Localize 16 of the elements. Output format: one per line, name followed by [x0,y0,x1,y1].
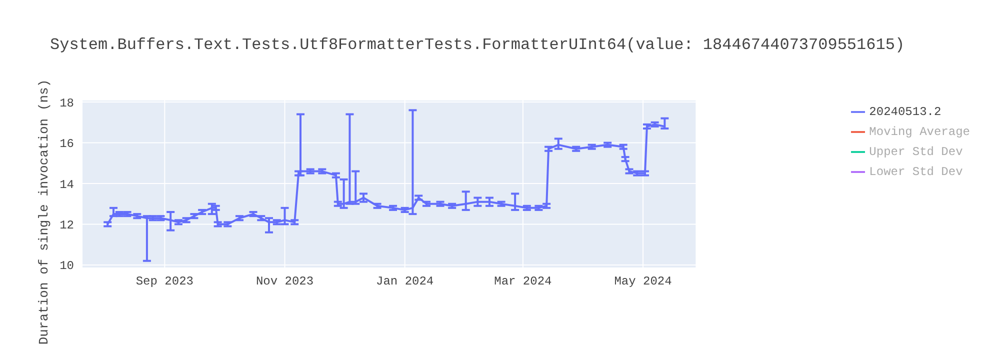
legend-label: Lower Std Dev [869,165,963,179]
legend-label: Moving Average [869,125,970,139]
x-tick-label: Nov 2023 [256,274,314,289]
y-tick-label: 18 [60,96,74,110]
legend-label: Upper Std Dev [869,145,963,159]
y-tick-label: 14 [60,178,74,192]
chart-title: System.Buffers.Text.Tests.Utf8FormatterTests.FormatterUInt64(value: 18446744073709551615) [50,36,905,54]
x-tick-label: Jan 2024 [376,274,434,289]
y-tick-label: 10 [60,259,74,274]
x-tick-label: May 2024 [614,274,672,289]
x-tick-label: Sep 2023 [136,274,194,289]
y-tick-label: 12 [60,218,74,232]
x-tick-label: Mar 2024 [494,274,552,289]
y-axis-title: Duration of single invocation (ns) [36,79,52,345]
y-tick-label: 16 [60,137,74,152]
legend-label: 20240513.2 [869,105,942,119]
